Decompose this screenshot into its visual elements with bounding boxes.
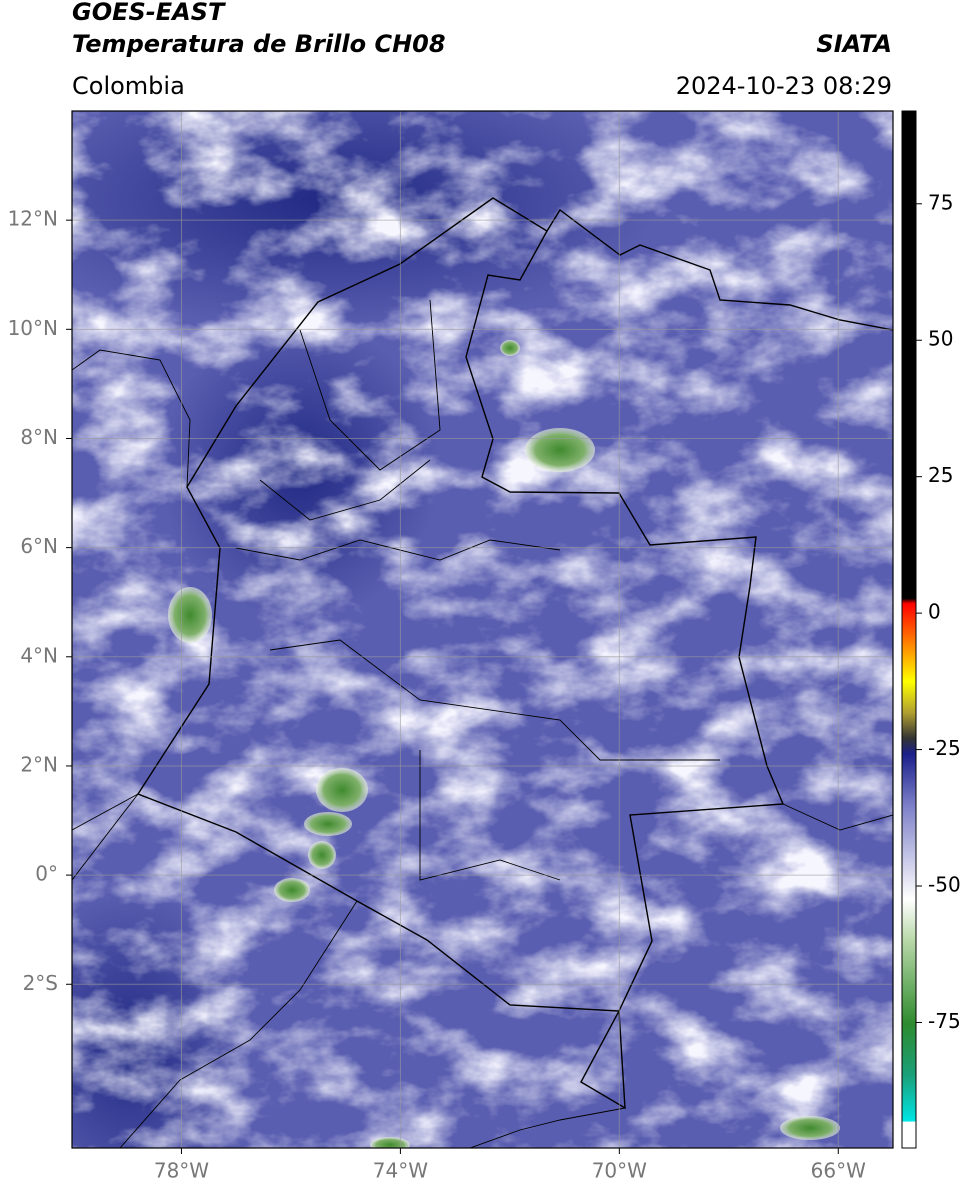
source: SIATA: [816, 30, 892, 58]
y-tick-label: 6°N: [20, 534, 58, 558]
x-tick-label: 74°W: [373, 1159, 428, 1183]
x-tick-label: 66°W: [811, 1159, 866, 1183]
y-tick-label: 2°N: [20, 752, 58, 776]
colorbar-tick-label: 0: [928, 600, 941, 624]
colorbar-tick-label: -50: [928, 873, 961, 897]
datetime: 2024-10-23 08:29: [676, 72, 892, 100]
satellite-image: [72, 111, 893, 1148]
title-line: Temperatura de Brillo CH08: [72, 30, 446, 58]
colorbar: [901, 110, 917, 1149]
colorbar-tick-label: 25: [928, 463, 953, 487]
x-tick-label: 78°W: [154, 1159, 209, 1183]
y-tick-label: 2°S: [23, 971, 58, 995]
title-line: GOES-EAST: [72, 0, 226, 26]
colorbar-tick-label: 75: [928, 190, 953, 214]
region: Colombia: [72, 72, 185, 100]
grid: [72, 111, 893, 1148]
colorbar-tick-label: -75: [928, 1009, 961, 1033]
y-tick-label: 12°N: [8, 207, 58, 231]
map-frame: [71, 110, 894, 1149]
colorbar-tick-label: -25: [928, 736, 961, 760]
y-tick-label: 4°N: [20, 643, 58, 667]
colorbar-tick-label: 50: [928, 327, 953, 351]
y-tick-label: 0°: [35, 862, 58, 886]
y-tick-label: 10°N: [8, 316, 58, 340]
x-tick-label: 70°W: [592, 1159, 647, 1183]
y-tick-label: 8°N: [20, 425, 58, 449]
